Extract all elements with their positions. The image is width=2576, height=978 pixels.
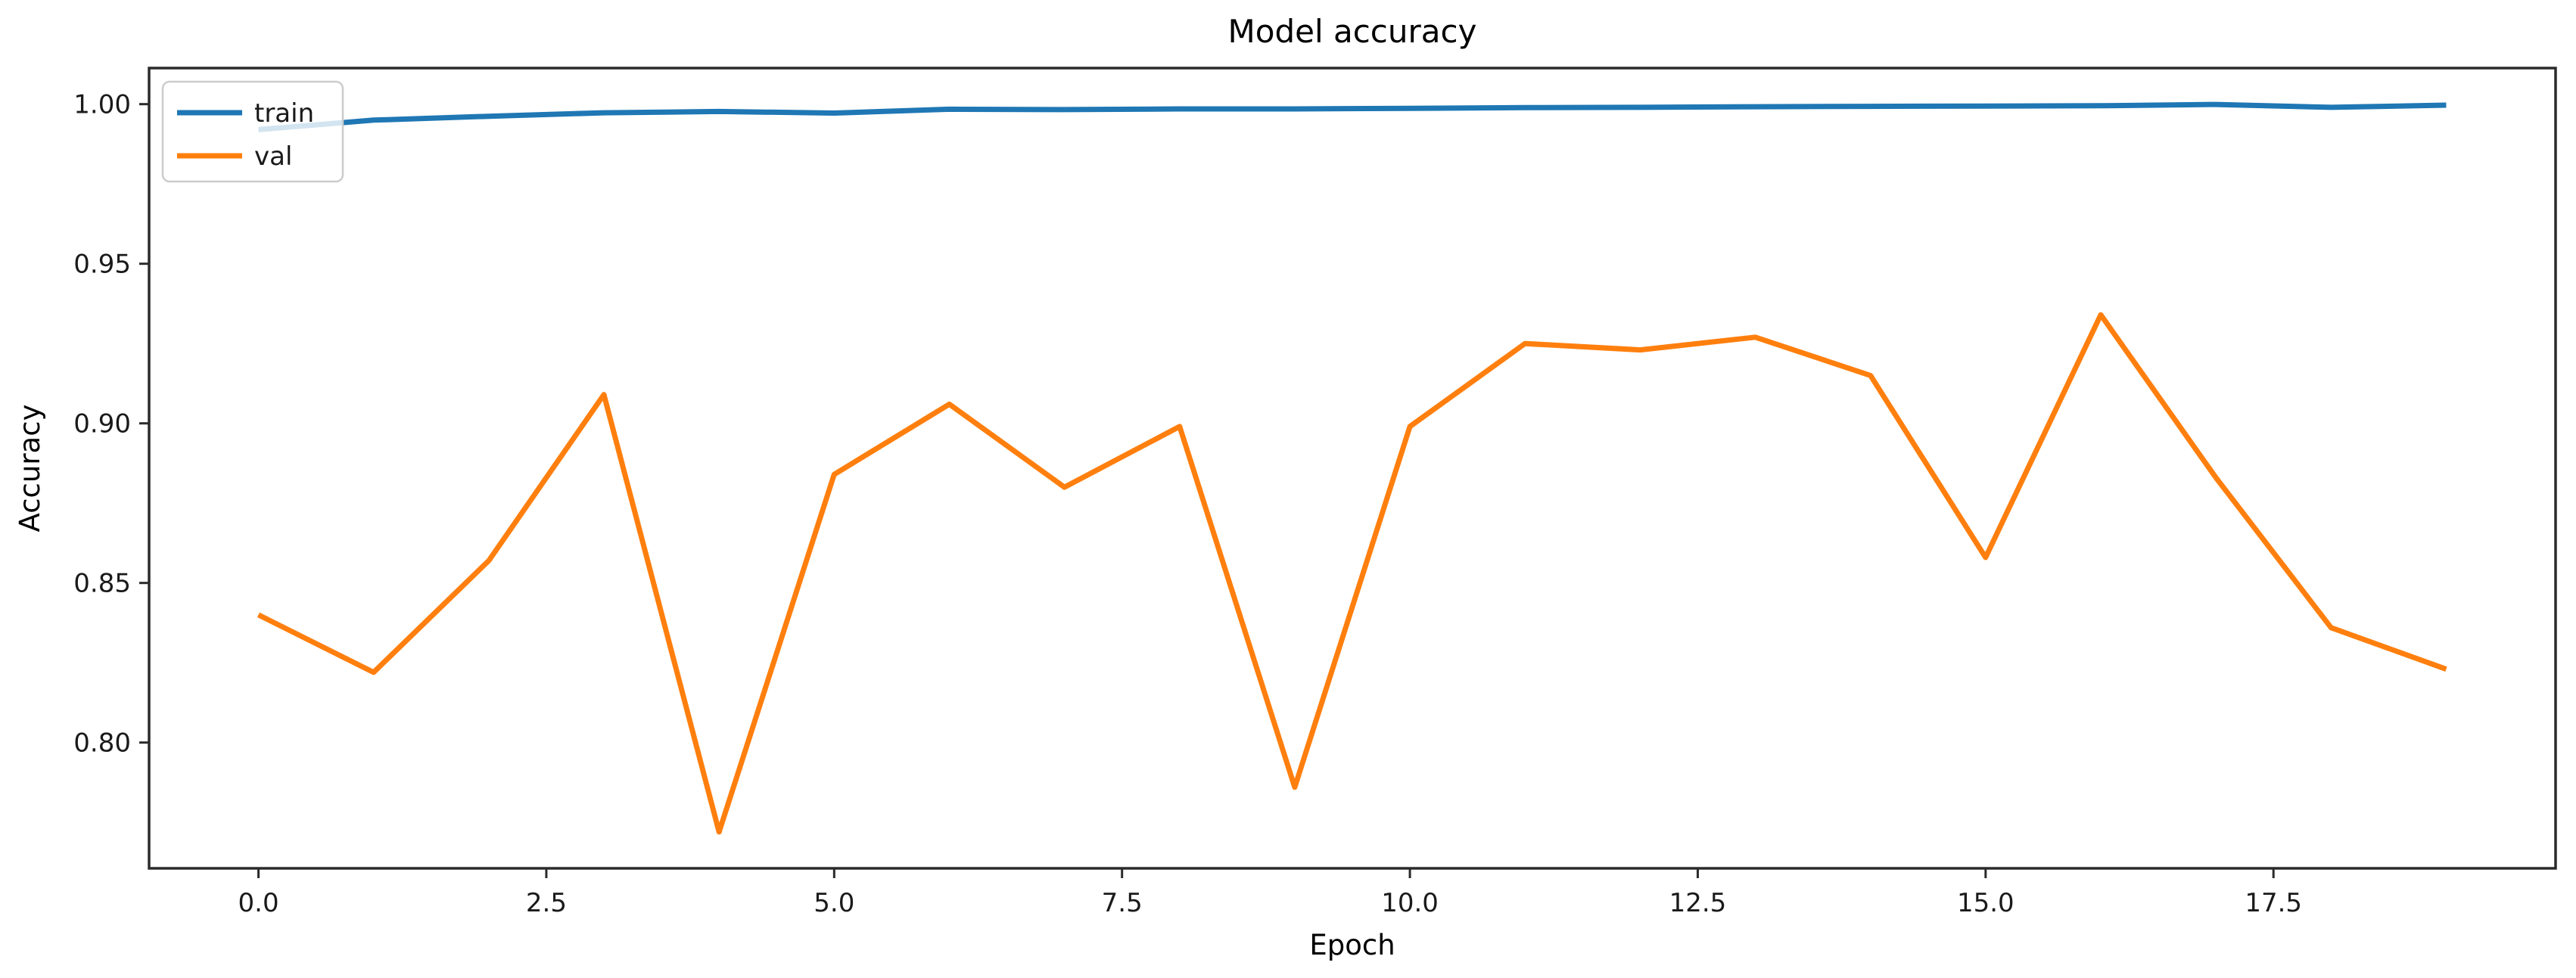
legend-label-val: val <box>254 141 292 172</box>
x-tick-label: 2.5 <box>526 888 567 918</box>
y-axis: 1.00 0.95 0.90 0.85 0.80 <box>73 90 149 759</box>
x-tick-label: 12.5 <box>1669 888 1727 918</box>
x-tick-label: 0.0 <box>238 888 279 918</box>
x-tick-label: 10.0 <box>1381 888 1439 918</box>
y-axis-label: Accuracy <box>14 405 46 532</box>
plot-area-frame <box>148 67 2557 870</box>
x-axis: 0.0 2.5 5.0 7.5 10.0 12.5 15.0 17.5 <box>238 868 2302 918</box>
x-tick-label: 15.0 <box>1957 888 2014 918</box>
x-tick-label: 17.5 <box>2245 888 2302 918</box>
x-axis-label: Epoch <box>1309 929 1395 961</box>
y-tick-label: 1.00 <box>73 90 131 120</box>
x-tick-label: 5.0 <box>814 888 854 918</box>
legend-label-train: train <box>254 98 314 129</box>
series-line-val <box>257 312 2447 835</box>
y-tick-label: 0.85 <box>73 569 131 599</box>
series-line-train <box>258 101 2447 132</box>
y-tick-label: 0.90 <box>73 409 131 439</box>
legend: train val <box>161 80 344 183</box>
legend-box <box>161 80 344 183</box>
y-tick-label: 0.80 <box>73 728 131 759</box>
chart-title: Model accuracy <box>1228 13 1477 50</box>
x-tick-label: 7.5 <box>1102 888 1143 918</box>
y-tick-label: 0.95 <box>73 250 131 280</box>
series-lines <box>257 101 2447 835</box>
